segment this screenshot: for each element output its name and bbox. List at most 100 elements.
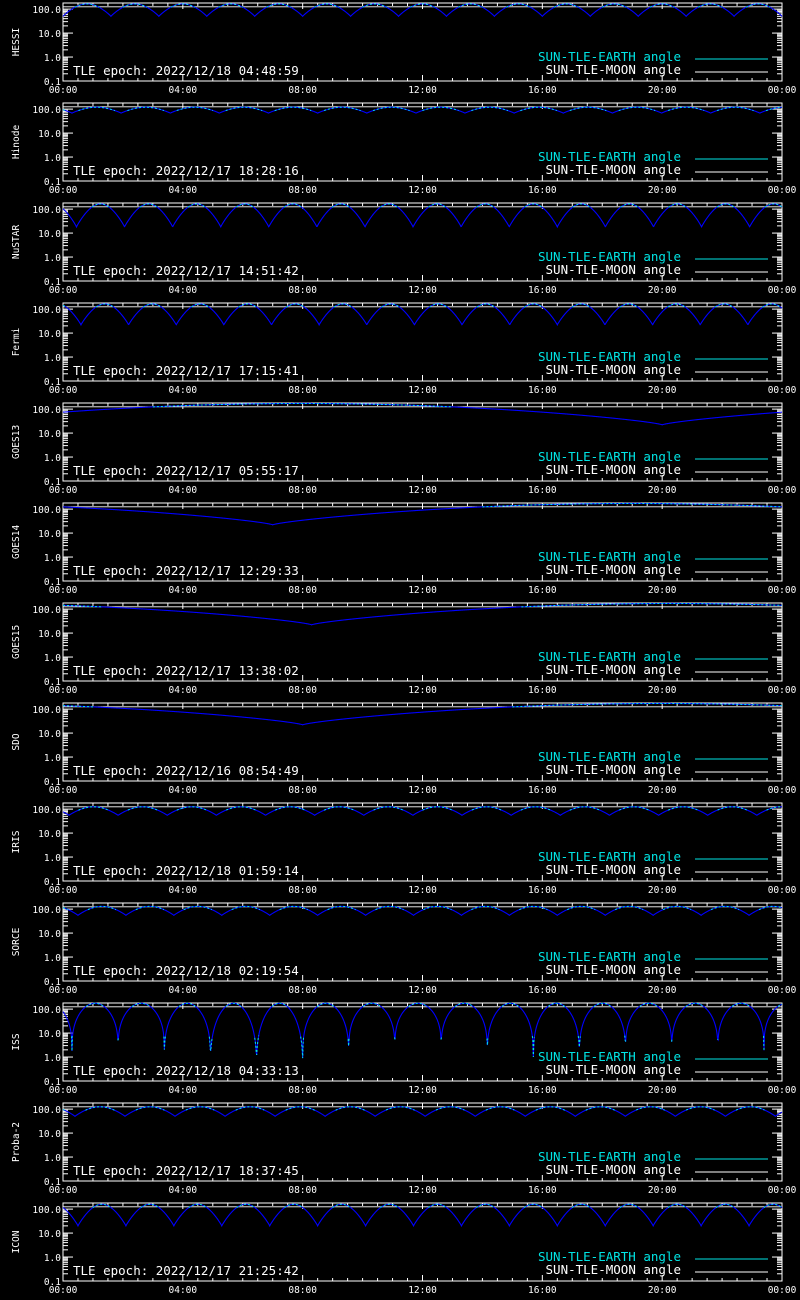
legend-earth-label: SUN-TLE-EARTH angle <box>538 649 681 664</box>
y-tick-label: 1.0 <box>44 453 61 464</box>
x-tick-label: 08:00 <box>288 1085 317 1096</box>
chart-panel-goes14: 100.0 10.0 1.0 0.1 00:00 04:00 08:00 12:00 16:00… <box>0 500 800 600</box>
series-line-earth <box>62 806 783 817</box>
chart-svg: 100.010.01.00.100:00 04:00 08:00 12:00 16:00… <box>11 1102 797 1196</box>
tle-epoch-label: TLE epoch: 2022/12/16 08:54:49 <box>73 763 299 778</box>
series-line-earth-highlight <box>62 602 783 608</box>
x-tick-label: 12:00 <box>408 1085 437 1096</box>
y-tick-label: 0.1 <box>44 77 61 88</box>
y-tick-label: 10.0 <box>38 629 61 640</box>
chart-svg: 100.010.01.00.100:00 04:00 08:00 12:00 16:00… <box>11 402 797 496</box>
x-tick-label: 00:00 <box>49 85 78 96</box>
y-tick-label: 10.0 <box>38 29 61 40</box>
chart-panel-fermi: 100.0 10.0 1.0 0.1 00:00 04:00 08:00 12:00 16:00… <box>0 300 800 400</box>
legend-moon-label: SUN-TLE-MOON angle <box>546 362 681 377</box>
y-axis-label: GOES13 <box>11 425 22 459</box>
series-line-earth-highlight <box>62 106 783 112</box>
y-axis-label: ICON <box>11 1230 22 1253</box>
x-tick-label: 08:00 <box>288 485 317 496</box>
x-tick-label: 00:00 <box>768 985 797 996</box>
series-line-earth-highlight <box>91 203 783 208</box>
x-tick-label: 04:00 <box>169 885 198 896</box>
y-tick-label: 1.0 <box>44 553 61 564</box>
legend-earth-label: SUN-TLE-EARTH angle <box>538 849 681 864</box>
x-tick-label: 20:00 <box>648 1085 677 1096</box>
x-tick-label: 00:00 <box>768 485 797 496</box>
x-tick-label: 00:00 <box>768 285 797 296</box>
x-tick-label: 00:00 <box>49 785 78 796</box>
chart-panel-hinode: 100.0 10.0 1.0 0.1 00:00 04:00 08:00 12:00 16:00… <box>0 100 800 200</box>
x-tick-label: 20:00 <box>648 1285 677 1296</box>
y-axis-label: Hinode <box>11 125 22 160</box>
x-tick-label: 08:00 <box>288 985 317 996</box>
legend-moon-label: SUN-TLE-MOON angle <box>546 462 681 477</box>
legend-moon-label: SUN-TLE-MOON angle <box>546 662 681 677</box>
y-tick-label: 100.0 <box>32 1005 61 1016</box>
series-line-earth-highlight <box>92 1203 783 1208</box>
y-axis-label: GOES15 <box>11 625 22 659</box>
x-tick-label: 00:00 <box>768 1285 797 1296</box>
x-tick-label: 20:00 <box>648 185 677 196</box>
x-tick-label: 12:00 <box>408 885 437 896</box>
legend-earth-label: SUN-TLE-EARTH angle <box>538 1249 681 1264</box>
x-tick-label: 20:00 <box>648 485 677 496</box>
series-line-earth <box>62 1106 783 1118</box>
x-tick-label: 12:00 <box>408 185 437 196</box>
legend-moon-label: SUN-TLE-MOON angle <box>546 262 681 277</box>
x-tick-label: 00:00 <box>49 685 78 696</box>
chart-svg: 100.010.01.00.100:00 04:00 08:00 12:00 16:00… <box>11 702 797 796</box>
x-tick-label: 16:00 <box>528 485 557 496</box>
x-tick-label: 00:00 <box>49 1185 78 1196</box>
y-tick-label: 0.1 <box>44 177 61 188</box>
y-tick-label: 10.0 <box>38 129 61 140</box>
chart-svg: 100.010.01.00.100:00 04:00 08:00 12:00 16:00… <box>11 102 797 196</box>
legend-earth-label: SUN-TLE-EARTH angle <box>538 49 681 64</box>
x-tick-label: 00:00 <box>49 1285 78 1296</box>
x-tick-label: 00:00 <box>49 585 78 596</box>
x-tick-label: 16:00 <box>528 585 557 596</box>
x-tick-label: 00:00 <box>768 885 797 896</box>
y-tick-label: 100.0 <box>32 105 61 116</box>
y-tick-label: 10.0 <box>38 729 61 740</box>
y-tick-label: 0.1 <box>44 477 61 488</box>
y-tick-label: 0.1 <box>44 1077 61 1088</box>
chart-panel-goes13: 100.0 10.0 1.0 0.1 00:00 04:00 08:00 12:00 16:00… <box>0 400 800 500</box>
tle-epoch-label: TLE epoch: 2022/12/17 14:51:42 <box>73 263 299 278</box>
x-tick-label: 08:00 <box>288 685 317 696</box>
y-tick-label: 0.1 <box>44 777 61 788</box>
x-tick-label: 04:00 <box>169 185 198 196</box>
y-tick-label: 0.1 <box>44 1277 61 1288</box>
chart-svg: 100.010.01.00.100:00 04:00 08:00 12:00 16:00… <box>11 902 797 996</box>
y-tick-label: 1.0 <box>44 153 61 164</box>
legend-earth-label: SUN-TLE-EARTH angle <box>538 749 681 764</box>
y-axis-label: IRIS <box>11 830 22 853</box>
y-tick-label: 10.0 <box>38 429 61 440</box>
x-tick-label: 12:00 <box>408 585 437 596</box>
x-tick-label: 16:00 <box>528 85 557 96</box>
y-tick-label: 100.0 <box>32 505 61 516</box>
y-tick-label: 10.0 <box>38 529 61 540</box>
y-tick-label: 10.0 <box>38 929 61 940</box>
legend-moon-label: SUN-TLE-MOON angle <box>546 962 681 977</box>
y-tick-label: 100.0 <box>32 405 61 416</box>
x-tick-label: 12:00 <box>408 85 437 96</box>
y-tick-label: 100.0 <box>32 5 61 16</box>
y-axis-label: Fermi <box>11 327 22 356</box>
x-tick-label: 20:00 <box>648 985 677 996</box>
chart-panel-icon: 100.0 10.0 1.0 0.1 00:00 04:00 08:00 12:00 16:00… <box>0 1200 800 1300</box>
x-tick-label: 20:00 <box>648 685 677 696</box>
x-tick-label: 04:00 <box>169 485 198 496</box>
y-tick-label: 100.0 <box>32 1105 61 1116</box>
legend-moon-label: SUN-TLE-MOON angle <box>546 1162 681 1177</box>
tle-epoch-label: TLE epoch: 2022/12/17 17:15:41 <box>73 363 299 378</box>
series-line-earth-highlight <box>482 502 783 508</box>
x-tick-label: 08:00 <box>288 185 317 196</box>
x-tick-label: 04:00 <box>169 1085 198 1096</box>
x-tick-label: 04:00 <box>169 785 198 796</box>
chart-svg: 100.010.01.00.100:00 04:00 08:00 12:00 16:00… <box>11 302 797 396</box>
chart-svg: 100.010.01.00.100:00 04:00 08:00 12:00 16:00… <box>11 602 797 696</box>
series-line-earth <box>62 905 783 917</box>
x-tick-label: 00:00 <box>49 285 78 296</box>
tle-epoch-label: TLE epoch: 2022/12/17 18:37:45 <box>73 1163 299 1178</box>
x-tick-label: 16:00 <box>528 1285 557 1296</box>
